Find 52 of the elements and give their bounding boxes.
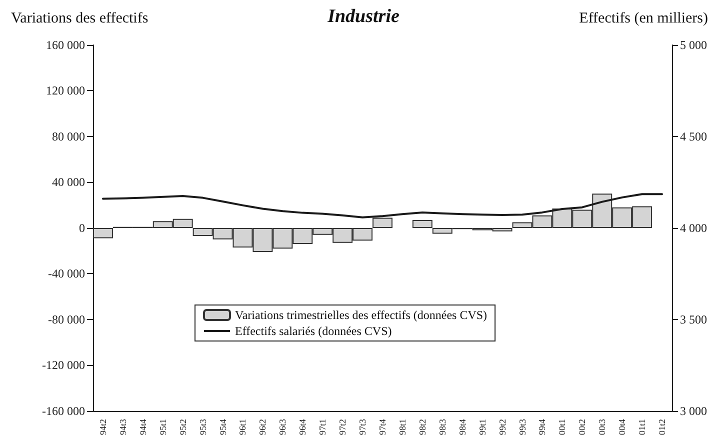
x-tick-label: 99t3 [517, 418, 528, 436]
y-tick-label: 160 000 [46, 38, 85, 52]
y2-tick-label: 5 000 [680, 38, 707, 52]
y-tick-label: 120 000 [46, 84, 85, 98]
line-series [102, 193, 664, 218]
x-tick-label: 96t1 [238, 419, 248, 436]
x-tick-label: 97t4 [378, 418, 388, 436]
y2-tick-label: 4 500 [680, 130, 707, 144]
x-tick-label: 01t1 [637, 419, 648, 436]
bar [412, 220, 432, 228]
y-tick-label: -80 000 [48, 312, 85, 326]
y-tick-label: -40 000 [48, 266, 85, 281]
x-tick-label: 95t4 [218, 418, 228, 436]
bar [372, 218, 392, 228]
x-tick-label: 96t3 [278, 418, 288, 436]
x-tick-label: 98t2 [417, 419, 428, 436]
x-tick-label: 95t3 [198, 418, 208, 436]
x-tick-label: 94t3 [118, 418, 128, 436]
y2-tick-label: 4 000 [680, 221, 707, 235]
x-tick-label: 99t1 [477, 419, 488, 436]
x-tick-label: 99t2 [497, 419, 508, 436]
x-tick-label: 98t3 [437, 418, 448, 436]
y2-tick-label: 3 500 [680, 312, 707, 326]
x-tick-label: 98t1 [397, 419, 408, 436]
x-tick-label: 94t4 [138, 418, 148, 436]
x-tick-label: 99t4 [537, 418, 548, 436]
y-axis-title: Variations des effectifs [11, 10, 148, 26]
legend-label: Variations trimestrielles des effectifs (données CVS) [235, 308, 488, 322]
chart-title: Industrie [326, 6, 400, 27]
bar [93, 228, 113, 238]
x-tick-label: 01t2 [657, 419, 668, 436]
y2-axis-title: Effectifs (en milliers) [579, 10, 708, 26]
x-tick-label: 96t2 [258, 419, 268, 436]
legend-label: Effectifs salariés (données CVS) [235, 324, 392, 338]
x-tick-label: 97t3 [358, 418, 368, 436]
y-tick-label: 40 000 [52, 175, 85, 190]
x-tick-label: 98t4 [457, 418, 468, 436]
x-tick-label: 00t3 [597, 418, 608, 436]
y2-tick-label: 3 000 [680, 404, 707, 418]
x-tick-label: 97t1 [318, 419, 328, 436]
y-tick-label: 0 [79, 221, 85, 235]
x-tick-label: 00t2 [577, 419, 588, 436]
x-tick-label: 94t2 [98, 419, 108, 436]
x-tick-label: 00t4 [617, 418, 628, 436]
y-tick-label: 80 000 [52, 130, 85, 144]
y-tick-label: -160 000 [42, 404, 85, 418]
x-tick-label: 97t2 [338, 419, 348, 436]
x-tick-label: 95t1 [158, 419, 168, 436]
x-tick-label: 96t4 [298, 418, 308, 436]
y-tick-label: -120 000 [42, 358, 85, 372]
x-tick-label: 95t2 [178, 419, 188, 436]
x-tick-label: 00t1 [557, 419, 568, 436]
